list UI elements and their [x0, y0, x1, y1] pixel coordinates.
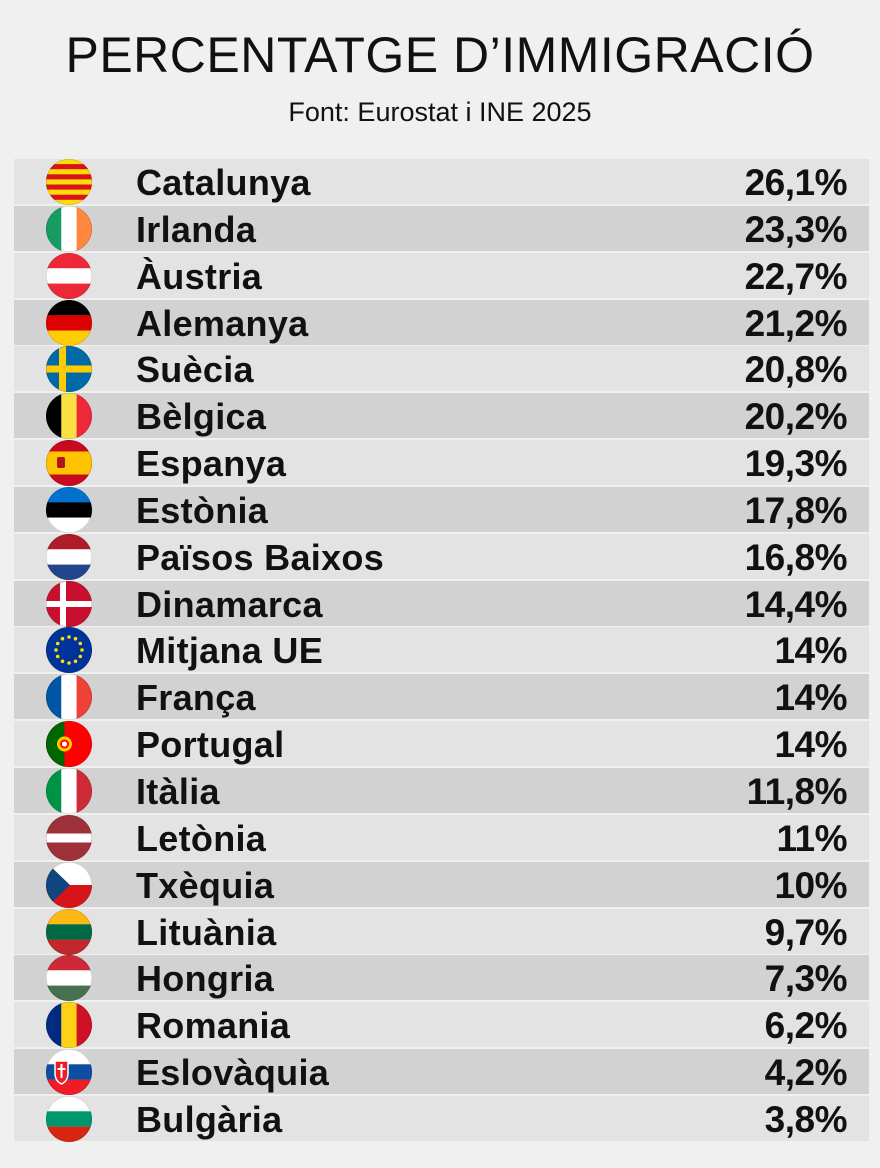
percentage-value: 11%: [776, 817, 847, 859]
percentage-value: 14,4%: [744, 583, 848, 625]
country-name: Espanya: [136, 443, 287, 485]
table-row: Itàlia 11,8%: [14, 767, 869, 814]
sweden-flag-icon: [46, 346, 92, 393]
percentage-value: 21,2%: [744, 302, 848, 344]
country-name: Alemanya: [136, 302, 309, 344]
percentage-value: 26,1%: [744, 162, 848, 203]
country-name: Eslovàquia: [136, 1052, 330, 1094]
lithuania-flag-icon: [46, 908, 92, 955]
table-row: Catalunya 26,1%: [14, 159, 869, 205]
country-name: Irlanda: [136, 208, 257, 250]
country-name: Mitjana UE: [136, 630, 324, 672]
denmark-flag-icon: [46, 580, 92, 627]
percentage-value: 14%: [774, 724, 847, 766]
estonia-flag-icon: [46, 486, 92, 533]
table-row: Àustria 22,7%: [14, 252, 869, 299]
country-name: França: [136, 677, 256, 719]
country-name: Àustria: [136, 255, 263, 297]
table-row: França 14%: [14, 674, 869, 721]
percentage-value: 22,7%: [744, 255, 848, 297]
page-subtitle: Font: Eurostat i INE 2025: [288, 97, 592, 127]
romania-flag-icon: [46, 1002, 92, 1049]
page-title: PERCENTATGE D’IMMIGRACIÓ: [65, 27, 815, 83]
percentage-value: 7,3%: [764, 958, 848, 1000]
country-name: Estònia: [136, 489, 269, 531]
czechia-flag-icon: [46, 861, 92, 908]
percentage-value: 20,2%: [744, 396, 848, 438]
country-name: Lituània: [136, 911, 277, 953]
table-row: Suècia 20,8%: [14, 346, 869, 393]
table-row: Països Baixos 16,8%: [14, 533, 869, 580]
table-row: Romania 6,2%: [14, 1002, 869, 1049]
table-row: Txèquia 10%: [14, 861, 869, 908]
country-name: Letònia: [136, 817, 267, 859]
slovakia-flag-icon: [46, 1049, 92, 1096]
table-row: Hongria 7,3%: [14, 955, 869, 1002]
table-row: Mitjana UE 14%: [14, 627, 869, 674]
belgium-flag-icon: [46, 393, 92, 440]
table-row: Bulgària 3,8%: [14, 1095, 869, 1142]
portugal-flag-icon: [46, 721, 92, 768]
country-name: Romania: [136, 1005, 291, 1047]
percentage-value: 11,8%: [746, 770, 848, 812]
country-name: Catalunya: [136, 162, 311, 203]
percentage-value: 9,7%: [764, 911, 848, 953]
country-name: Suècia: [136, 349, 254, 391]
percentage-value: 14%: [774, 677, 847, 719]
table-row: Estònia 17,8%: [14, 486, 869, 533]
percentage-value: 3,8%: [764, 1098, 848, 1140]
netherlands-flag-icon: [46, 533, 92, 580]
table-row: Espanya 19,3%: [14, 440, 869, 487]
country-name: Dinamarca: [136, 583, 323, 625]
ireland-flag-icon: [46, 205, 92, 252]
percentage-value: 6,2%: [764, 1005, 848, 1047]
country-name: Portugal: [136, 724, 285, 766]
table-row: Portugal 14%: [14, 721, 869, 768]
bulgaria-flag-icon: [46, 1095, 92, 1142]
table-row: Bèlgica 20,2%: [14, 393, 869, 440]
country-name: Països Baixos: [136, 536, 385, 578]
immigration-table: Catalunya 26,1% Irlanda 23,3% Àustria 22,7% Al…: [14, 159, 869, 1143]
percentage-value: 19,3%: [744, 443, 848, 485]
table-row: Lituània 9,7%: [14, 908, 869, 955]
country-name: Itàlia: [136, 770, 220, 812]
eu-flag-icon: [46, 627, 92, 674]
table-row: Eslovàquia 4,2%: [14, 1049, 869, 1096]
percentage-value: 20,8%: [744, 349, 848, 391]
table-row: Irlanda 23,3%: [14, 205, 869, 252]
latvia-flag-icon: [46, 814, 92, 861]
percentage-value: 14%: [774, 630, 847, 672]
country-name: Bulgària: [136, 1098, 283, 1140]
percentage-value: 4,2%: [764, 1052, 848, 1094]
hungary-flag-icon: [46, 955, 92, 1002]
country-name: Hongria: [136, 958, 275, 1000]
france-flag-icon: [46, 674, 92, 721]
table-row: Alemanya 21,2%: [14, 299, 869, 346]
percentage-value: 16,8%: [744, 536, 848, 578]
country-name: Bèlgica: [136, 396, 267, 438]
percentage-value: 23,3%: [744, 208, 848, 250]
percentage-value: 17,8%: [744, 489, 848, 531]
spain-flag-icon: [46, 440, 92, 487]
germany-flag-icon: [46, 299, 92, 346]
austria-flag-icon: [46, 252, 92, 299]
italy-flag-icon: [46, 767, 92, 814]
catalonia-flag-icon: [46, 159, 92, 205]
percentage-value: 10%: [774, 864, 847, 906]
table-row: Letònia 11%: [14, 814, 869, 861]
table-row: Dinamarca 14,4%: [14, 580, 869, 627]
country-name: Txèquia: [136, 864, 275, 906]
